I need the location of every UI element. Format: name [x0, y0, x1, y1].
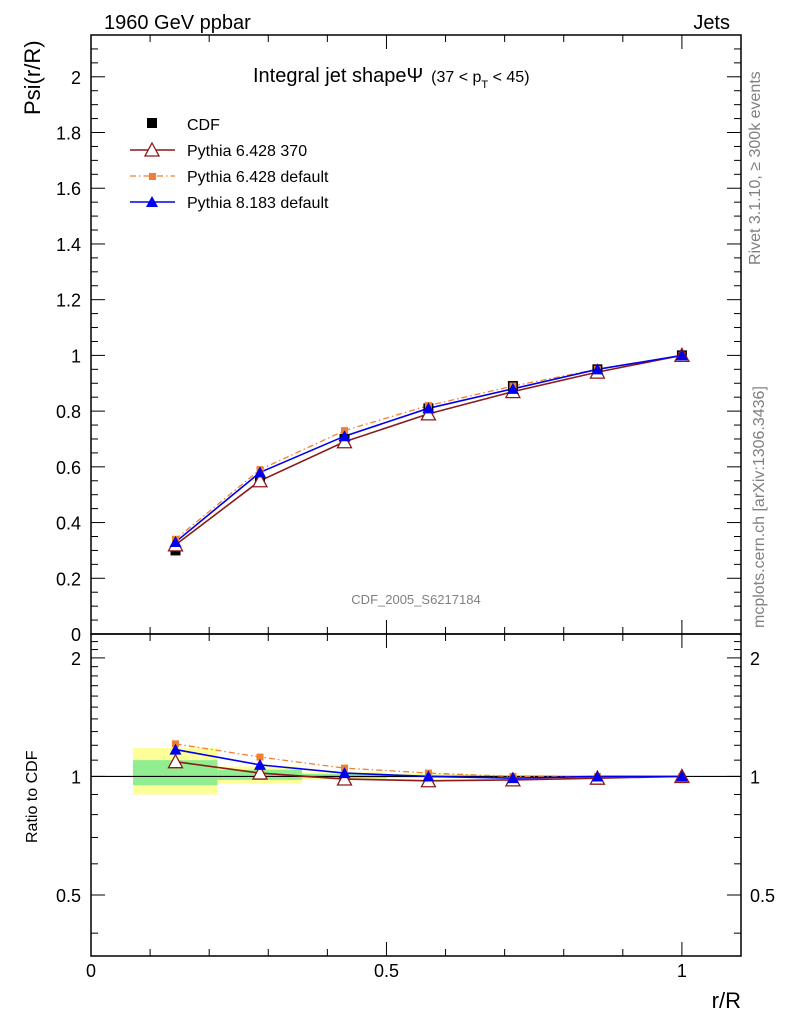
main-panel: 0 0.2 0.4 0.6 0.8 1 1.2 1.4 1.6 1.8 2 Psi(r/R) Int… [20, 34, 742, 645]
analysis-watermark: CDF_2005_S6217184 [351, 592, 480, 607]
ratio-marker-p8 [422, 770, 435, 782]
x-tick-label: 0 [86, 961, 96, 981]
main-series-line-p8 [174, 354, 683, 543]
ratio-marker-p8 [506, 772, 519, 784]
main-plot-marks [167, 347, 690, 556]
ratio-y-tick-label-left: 2 [71, 649, 81, 669]
ratio-marker-p8 [169, 743, 182, 755]
ratio-y-tick-label-left: 0.5 [56, 886, 81, 906]
main-y-tick-label: 0.8 [56, 402, 81, 422]
ratio-marker-p6-370 [167, 753, 184, 769]
chart-title-sub: T [481, 79, 488, 91]
main-marker-p8 [338, 430, 351, 442]
ratio-y-tick-label-left: 1 [71, 767, 81, 787]
main-marker-p8 [422, 402, 435, 414]
rivet-label: Rivet 3.1.10, ≥ 300k events [747, 71, 764, 265]
main-y-axis-label: Psi(r/R) [20, 40, 45, 115]
legend-marker-p6-370 [143, 141, 161, 157]
legend-marker-p8 [146, 196, 158, 207]
main-axis-ticks: 0 0.2 0.4 0.6 0.8 1 1.2 1.4 1.6 1.8 2 [56, 34, 742, 645]
main-series-line-p6-370 [175, 354, 683, 546]
main-marker-p6-370 [251, 472, 269, 488]
legend: CDF Pythia 6.428 370 Pythia 6.428 defaul… [130, 117, 329, 212]
legend-marker-p6-default [149, 173, 156, 180]
main-marker-p8 [169, 536, 182, 548]
chart-title-range: (37 < p [431, 69, 481, 86]
ratio-marker-p6-370 [336, 770, 353, 786]
ratio-plot-marks [91, 740, 741, 795]
main-y-tick-label: 0 [71, 625, 81, 645]
legend-label-cdf: CDF [187, 117, 220, 134]
chart-title-range-close: < 45) [488, 69, 529, 86]
main-marker-p8 [675, 349, 688, 361]
main-marker-p6-370 [420, 405, 437, 421]
ratio-marker-p8 [254, 758, 266, 770]
ratio-axis-ticks: 0.5 0.5 1 1 2 2 0 0.5 1 [56, 634, 775, 981]
chart-title: Integral jet shapeΨ (37 < pT < 45) [253, 65, 530, 91]
legend-label-p6-default: Pythia 6.428 default [187, 169, 329, 186]
header-right: Jets [693, 12, 730, 34]
x-tick-label: 1 [677, 961, 687, 981]
ratio-panel: 0.5 0.5 1 1 2 2 0 0.5 1 Ratio to CDF r/R [24, 633, 775, 1013]
main-marker-p8 [254, 466, 266, 478]
main-y-tick-label: 1.6 [56, 179, 81, 199]
ratio-marker-p6-370 [251, 764, 269, 780]
ratio-marker-p8 [591, 770, 604, 782]
ratio-plot-frame [90, 633, 742, 957]
main-y-tick-label: 1.4 [56, 235, 81, 255]
ratio-marker-p8 [675, 770, 688, 782]
x-axis-label: r/R [712, 988, 741, 1013]
chart-title-main: Integral jet shapeΨ [253, 65, 423, 87]
main-y-tick-label: 1.8 [56, 124, 81, 144]
main-y-tick-label: 2 [71, 68, 81, 88]
ratio-marker-p6-default [256, 753, 264, 761]
ratio-marker-p8 [338, 767, 351, 779]
main-y-tick-label: 0.6 [56, 458, 81, 478]
legend-label-p6-370: Pythia 6.428 370 [187, 143, 307, 160]
legend-marker-cdf [147, 118, 157, 128]
main-y-tick-label: 0.2 [56, 569, 81, 589]
main-y-tick-label: 1 [71, 346, 81, 366]
ratio-y-tick-label-right: 1 [750, 767, 760, 787]
ratio-y-axis-label: Ratio to CDF [24, 750, 41, 843]
main-series-line-p6-default [175, 354, 683, 540]
header-left: 1960 GeV ppbar [104, 12, 251, 34]
ratio-y-tick-label-right: 0.5 [750, 886, 775, 906]
x-tick-label: 0.5 [374, 961, 399, 981]
mcplots-label: mcplots.cern.ch [arXiv:1306.3436] [751, 386, 768, 628]
main-marker-p8 [506, 382, 519, 394]
ratio-y-tick-label-right: 2 [750, 649, 760, 669]
main-y-tick-label: 0.4 [56, 514, 81, 534]
main-marker-p6-370 [336, 433, 353, 449]
legend-label-p8: Pythia 8.183 default [187, 195, 329, 212]
main-y-tick-label: 1.2 [56, 291, 81, 311]
main-marker-p8 [591, 363, 604, 375]
